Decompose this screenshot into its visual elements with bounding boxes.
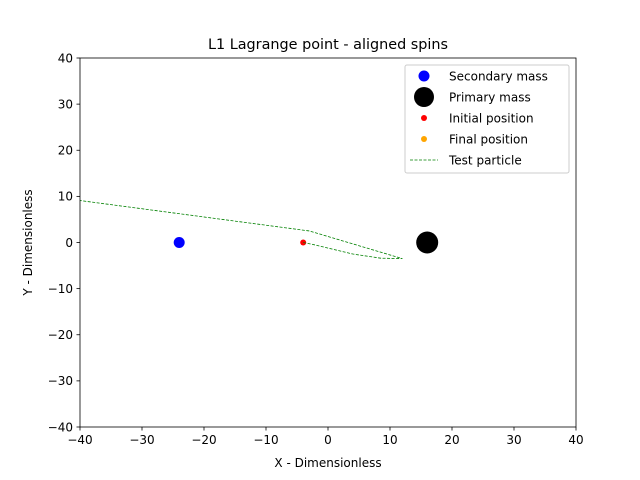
y-tick-label: 30 [58, 97, 73, 111]
legend-label: Test particle [448, 154, 522, 168]
test-particle-line [79, 200, 403, 260]
legend-swatch [421, 136, 427, 142]
x-tick-label: 0 [324, 433, 332, 447]
x-axis-label: X - Dimensionless [274, 456, 381, 470]
secondary-mass-point [173, 237, 185, 248]
y-tick-label: −20 [48, 328, 73, 342]
legend-item-final-position: Final position [421, 133, 528, 147]
legend-item-test-particle: Test particle [410, 154, 522, 168]
legend-swatch [421, 115, 427, 121]
y-tick-label: 20 [58, 144, 73, 158]
y-tick-label: 40 [58, 51, 73, 65]
y-tick-label: 0 [65, 236, 73, 250]
legend-label: Final position [449, 133, 528, 147]
y-tick-label: 10 [58, 190, 73, 204]
legend-swatch [418, 70, 430, 82]
legend-box [404, 64, 570, 174]
primary-mass-point [416, 231, 439, 254]
legend-swatch [414, 87, 434, 107]
y-tick-label: −10 [48, 282, 73, 296]
y-axis-label: Y - Dimensionless [21, 189, 35, 296]
y-tick-label: −30 [48, 374, 73, 388]
y-tick-label: −40 [48, 420, 73, 434]
x-tick-label: 40 [568, 433, 583, 447]
x-axis: −40 −30 −20 −10 0 10 20 30 40 [67, 427, 584, 447]
plot-area [79, 200, 439, 260]
legend-label: Secondary mass [449, 70, 548, 84]
x-tick-label: 10 [382, 433, 397, 447]
legend-item-primary-mass: Primary mass [414, 87, 531, 107]
y-axis: −40 −30 −20 −10 0 10 20 30 40 [48, 51, 80, 434]
legend-label: Primary mass [449, 91, 531, 105]
x-tick-label: −40 [67, 433, 92, 447]
legend-item-initial-position: Initial position [421, 112, 534, 126]
legend-label: Initial position [449, 112, 534, 126]
x-tick-label: 20 [444, 433, 459, 447]
x-tick-label: −30 [129, 433, 154, 447]
legend-item-secondary-mass: Secondary mass [418, 70, 548, 84]
x-tick-label: −10 [253, 433, 278, 447]
x-tick-label: 30 [506, 433, 521, 447]
chart-title: L1 Lagrange point - aligned spins [208, 37, 448, 53]
legend: Secondary mass Primary mass Initial positi… [404, 64, 570, 174]
x-tick-label: −20 [191, 433, 216, 447]
